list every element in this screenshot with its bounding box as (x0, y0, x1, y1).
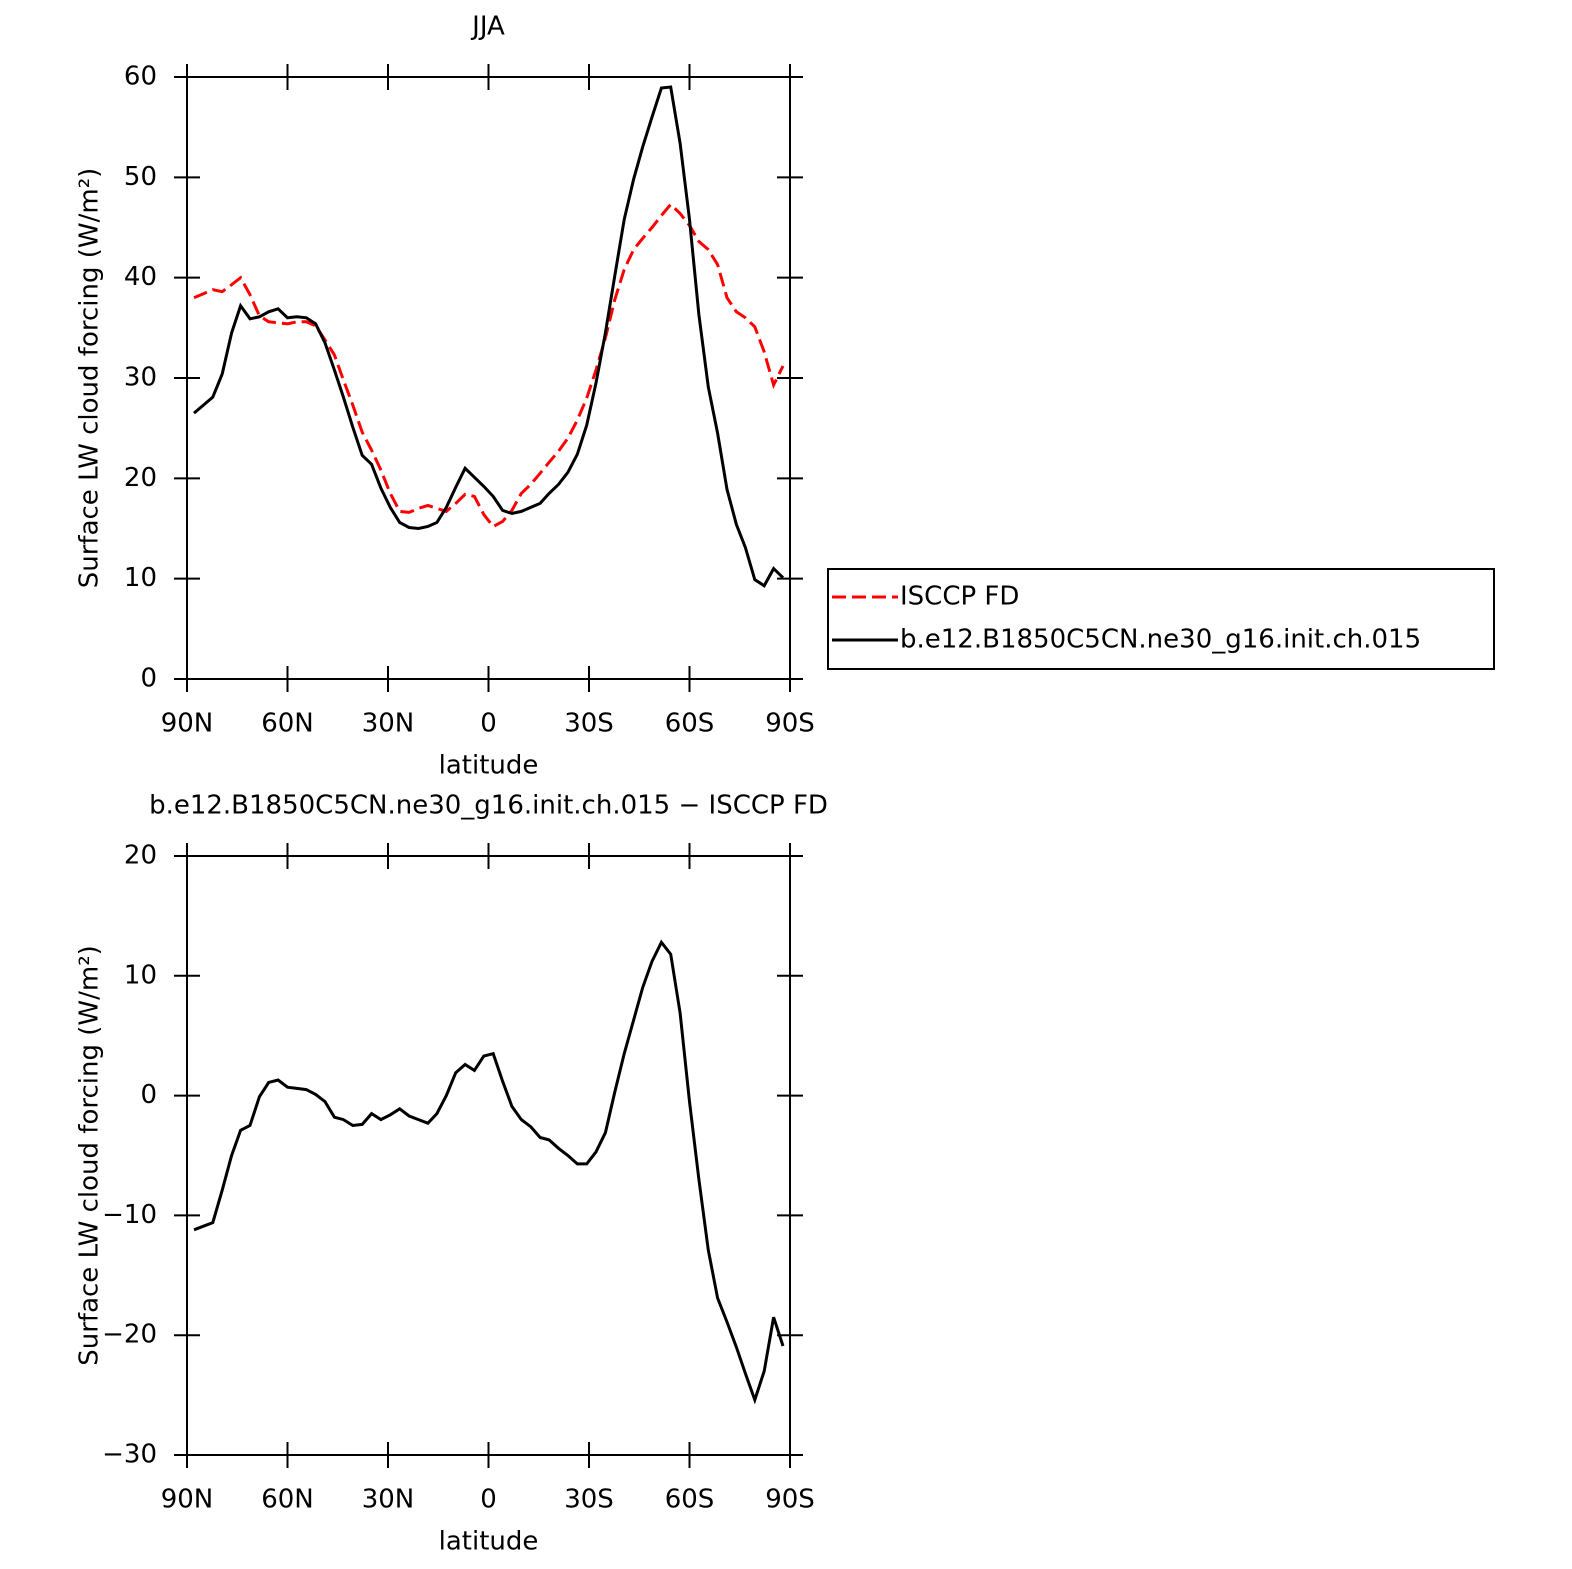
x-tick-label: 60N (261, 1485, 314, 1515)
y-tick-label: 30 (124, 363, 157, 393)
legend-box (827, 568, 1495, 670)
data-line (193, 202, 785, 529)
y-tick-label: 50 (124, 162, 157, 192)
x-tick-label: 30S (564, 709, 614, 739)
data-line (193, 939, 785, 1405)
x-tick-label: 30N (362, 709, 415, 739)
chart-title: b.e12.B1850C5CN.ne30_g16.init.ch.015 − I… (149, 791, 828, 821)
y-axis-label: Surface LW cloud forcing (W/m²) (75, 168, 105, 589)
x-tick-label: 90N (161, 1485, 214, 1515)
plot-frame (186, 76, 791, 680)
x-tick-label: 30S (564, 1485, 614, 1515)
y-axis-label: Surface LW cloud forcing (W/m²) (75, 945, 105, 1366)
x-tick-label: 60S (665, 709, 715, 739)
y-tick-label: 0 (140, 664, 157, 694)
y-tick-label: −30 (102, 1440, 157, 1470)
y-tick-label: 10 (124, 960, 157, 990)
x-tick-label: 90S (765, 1485, 815, 1515)
legend-label: b.e12.B1850C5CN.ne30_g16.init.ch.015 (900, 625, 1421, 655)
y-tick-label: 60 (124, 62, 157, 92)
x-tick-label: 30N (362, 1485, 415, 1515)
x-axis-label: latitude (439, 1527, 539, 1557)
y-tick-label: 0 (140, 1080, 157, 1110)
data-line (193, 85, 785, 588)
x-tick-label: 90S (765, 709, 815, 739)
chart-title: JJA (470, 12, 505, 42)
x-tick-label: 60S (665, 1485, 715, 1515)
x-tick-label: 90N (161, 709, 214, 739)
y-tick-label: 20 (124, 841, 157, 871)
plot-frame (186, 855, 791, 1456)
x-tick-label: 0 (480, 709, 497, 739)
x-axis-label: latitude (439, 751, 539, 781)
x-tick-label: 0 (480, 1485, 497, 1515)
y-tick-label: 40 (124, 262, 157, 292)
y-tick-label: −10 (102, 1200, 157, 1230)
legend-label: ISCCP FD (900, 582, 1019, 612)
y-tick-label: 10 (124, 563, 157, 593)
y-tick-label: 20 (124, 463, 157, 493)
y-tick-label: −20 (102, 1320, 157, 1350)
x-tick-label: 60N (261, 709, 314, 739)
